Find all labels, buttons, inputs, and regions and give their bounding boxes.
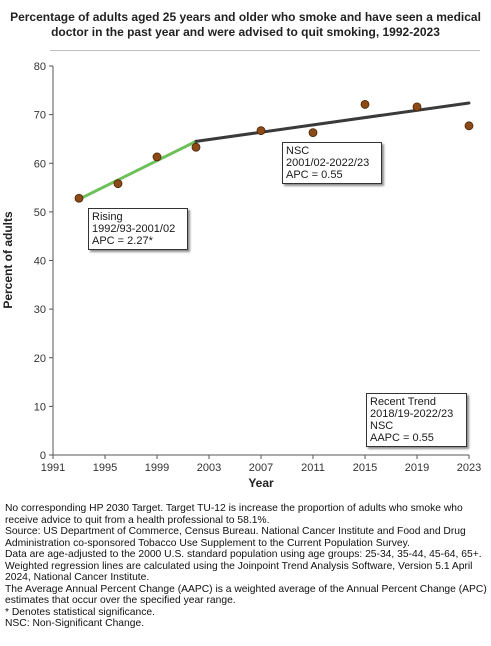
annotation-line: AAPC = 0.55	[370, 432, 434, 444]
annotation-line: 1992/93-2001/02	[92, 223, 176, 235]
annotation-rising-trend: Rising 1992/93-2001/02 APC = 2.27*	[88, 208, 188, 250]
annotation-recent-trend: Recent Trend 2018/19-2022/23 NSC AAPC = …	[366, 393, 467, 447]
y-axis-label: Percent of adults	[1, 211, 15, 309]
title-divider	[50, 50, 480, 51]
annotation-line: APC = 0.55	[286, 169, 343, 181]
y-tick-label: 20	[34, 353, 46, 365]
footnote-line: No corresponding HP 2030 Target. Target …	[5, 503, 463, 526]
x-tick-label: 2003	[197, 462, 221, 474]
y-tick-label: 10	[34, 401, 46, 413]
footnote-line: The Average Annual Percent Change (AAPC)…	[5, 583, 487, 607]
annotation-line: Rising	[92, 211, 123, 223]
x-tick-label: 2015	[353, 462, 377, 474]
trend-lines	[77, 101, 471, 201]
y-tick-label: 40	[34, 256, 46, 268]
footnote-line: Weighted regression lines are calculated…	[5, 560, 473, 584]
annotation-line: APC = 2.27*	[92, 235, 153, 247]
data-point	[360, 100, 370, 109]
axes: 0 10 20 30 40 50 60 70 80 1991 1995 1999 2003 2007 201…	[34, 61, 481, 474]
x-tick-label: 1991	[41, 462, 65, 474]
data-point	[256, 126, 266, 136]
trend-line-rising	[77, 139, 198, 201]
y-tick-label: 50	[34, 207, 46, 219]
footnote-line: * Denotes statistical significance.	[5, 606, 155, 618]
x-tick-label: 2023	[457, 462, 481, 474]
data-points	[74, 100, 474, 203]
annotation-line: Recent Trend	[370, 396, 437, 408]
y-tick-label: 70	[34, 110, 46, 122]
x-tick-label: 2007	[249, 462, 273, 474]
annotation-line: 2001/02-2022/23	[286, 157, 370, 169]
chart-plot: 0 10 20 30 40 50 60 70 80 1991 1995 1999 2003 2007 201…	[1, 61, 481, 490]
annotation-line: NSC	[286, 145, 310, 157]
y-tick-label: 0	[40, 450, 46, 462]
x-tick-label: 1999	[145, 462, 169, 474]
chart-title: Percentage of adults aged 25 years and o…	[10, 10, 481, 39]
data-point	[74, 193, 84, 203]
footnote-line: Source: US Department of Commerce, Censu…	[5, 526, 466, 549]
x-axis-label: Year	[248, 476, 274, 490]
data-point	[412, 102, 422, 112]
x-tick-label: 2011	[301, 462, 325, 474]
trend-line-nsc	[194, 101, 471, 143]
y-tick-label: 60	[34, 158, 46, 170]
y-tick-label: 80	[34, 61, 46, 73]
data-point	[464, 121, 474, 131]
data-point	[191, 142, 201, 152]
y-tick-label: 30	[34, 304, 46, 316]
footnote-line: Data are age-adjusted to the 2000 U.S. s…	[5, 549, 482, 560]
annotation-line: NSC	[370, 420, 394, 432]
data-point	[152, 152, 162, 162]
x-tick-label: 2019	[405, 462, 429, 474]
footnote-line: NSC: Non-Significant Change.	[5, 618, 145, 629]
data-point	[113, 179, 123, 189]
annotation-nsc-trend: NSC 2001/02-2022/23 APC = 0.55	[282, 142, 382, 184]
data-point	[308, 128, 318, 138]
footnotes: No corresponding HP 2030 Target. Target …	[5, 503, 488, 630]
x-tick-label: 1995	[93, 462, 117, 474]
annotation-line: 2018/19-2022/23	[370, 408, 454, 420]
